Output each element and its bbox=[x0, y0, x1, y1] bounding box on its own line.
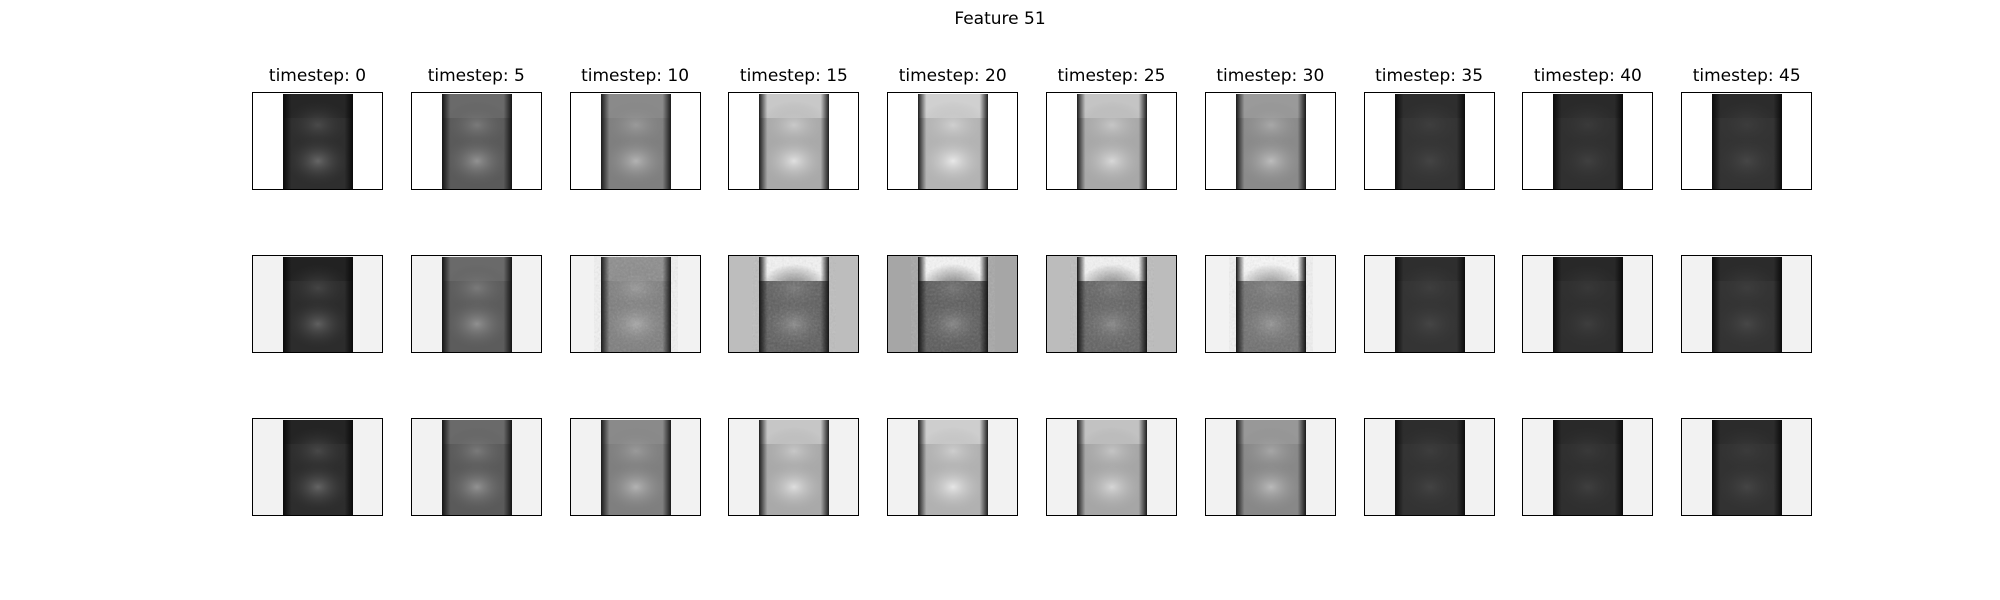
feature-map-image bbox=[888, 93, 1018, 189]
feature-map-panel bbox=[569, 418, 701, 516]
feature-map-panel bbox=[1046, 418, 1177, 516]
feature-map-image bbox=[729, 419, 859, 515]
feature-map-panel bbox=[1363, 255, 1495, 353]
feature-map-panel bbox=[1522, 418, 1654, 516]
feature-map-image bbox=[888, 419, 1018, 515]
column-title: timestep: 0 bbox=[268, 66, 367, 86]
feature-map-image bbox=[1047, 93, 1176, 189]
feature-map-image bbox=[1364, 256, 1494, 352]
feature-map-panel bbox=[569, 255, 701, 353]
feature-map-panel bbox=[728, 418, 860, 516]
feature-map-panel bbox=[1204, 418, 1336, 516]
feature-map-image bbox=[1205, 256, 1335, 352]
feature-map-image bbox=[1682, 419, 1812, 515]
column-title: timestep: 45 bbox=[1692, 66, 1801, 86]
feature-map-image bbox=[253, 256, 382, 352]
feature-map-image bbox=[411, 256, 541, 352]
column-title: timestep: 40 bbox=[1533, 66, 1642, 86]
feature-map-panel bbox=[1681, 418, 1813, 516]
feature-map-image bbox=[253, 93, 382, 189]
feature-map-panel bbox=[887, 418, 1019, 516]
feature-map-panel bbox=[1204, 255, 1336, 353]
column-title: timestep: 15 bbox=[739, 66, 848, 86]
feature-map-panel bbox=[569, 92, 701, 190]
feature-map-panel bbox=[410, 92, 542, 190]
feature-map-panel bbox=[252, 92, 383, 190]
feature-map-image bbox=[411, 93, 541, 189]
feature-map-image bbox=[570, 256, 700, 352]
feature-map-image bbox=[729, 93, 859, 189]
feature-map-panel bbox=[1363, 418, 1495, 516]
feature-map-image bbox=[1682, 256, 1812, 352]
feature-map-panel bbox=[1204, 92, 1336, 190]
feature-map-panel bbox=[1681, 92, 1813, 190]
column-title: timestep: 5 bbox=[427, 66, 525, 86]
feature-map-image bbox=[1682, 93, 1812, 189]
column-title: timestep: 20 bbox=[898, 66, 1007, 86]
feature-map-image bbox=[253, 419, 382, 515]
feature-map-image bbox=[1523, 93, 1653, 189]
feature-map-panel bbox=[1522, 255, 1654, 353]
feature-map-panel bbox=[1046, 92, 1177, 190]
feature-map-panel bbox=[887, 255, 1019, 353]
feature-map-image bbox=[411, 419, 541, 515]
feature-map-image bbox=[1364, 93, 1494, 189]
column-title: timestep: 30 bbox=[1216, 66, 1325, 86]
feature-map-image bbox=[570, 93, 700, 189]
feature-map-panel bbox=[1046, 255, 1177, 353]
feature-map-panel bbox=[410, 255, 542, 353]
feature-map-panel bbox=[252, 418, 383, 516]
feature-map-panel bbox=[1363, 92, 1495, 190]
feature-map-image bbox=[1047, 256, 1176, 352]
figure-title: Feature 51 bbox=[954, 9, 1046, 29]
feature-map-image bbox=[1047, 419, 1176, 515]
feature-map-panel bbox=[410, 418, 542, 516]
feature-map-image bbox=[1205, 419, 1335, 515]
column-title: timestep: 10 bbox=[581, 66, 690, 86]
column-title: timestep: 25 bbox=[1057, 66, 1166, 86]
feature-map-image bbox=[1523, 256, 1653, 352]
feature-map-image bbox=[1364, 419, 1494, 515]
feature-map-panel bbox=[1522, 92, 1654, 190]
feature-map-panel bbox=[728, 255, 860, 353]
feature-map-panel bbox=[1681, 255, 1813, 353]
feature-map-panel bbox=[728, 92, 860, 190]
feature-map-panel bbox=[252, 255, 383, 353]
feature-map-image bbox=[1205, 93, 1335, 189]
feature-map-image bbox=[570, 419, 700, 515]
feature-map-panel bbox=[887, 92, 1019, 190]
column-title: timestep: 35 bbox=[1375, 66, 1484, 86]
feature-map-image bbox=[888, 256, 1018, 352]
feature-map-image bbox=[1523, 419, 1653, 515]
feature-map-image bbox=[729, 256, 859, 352]
